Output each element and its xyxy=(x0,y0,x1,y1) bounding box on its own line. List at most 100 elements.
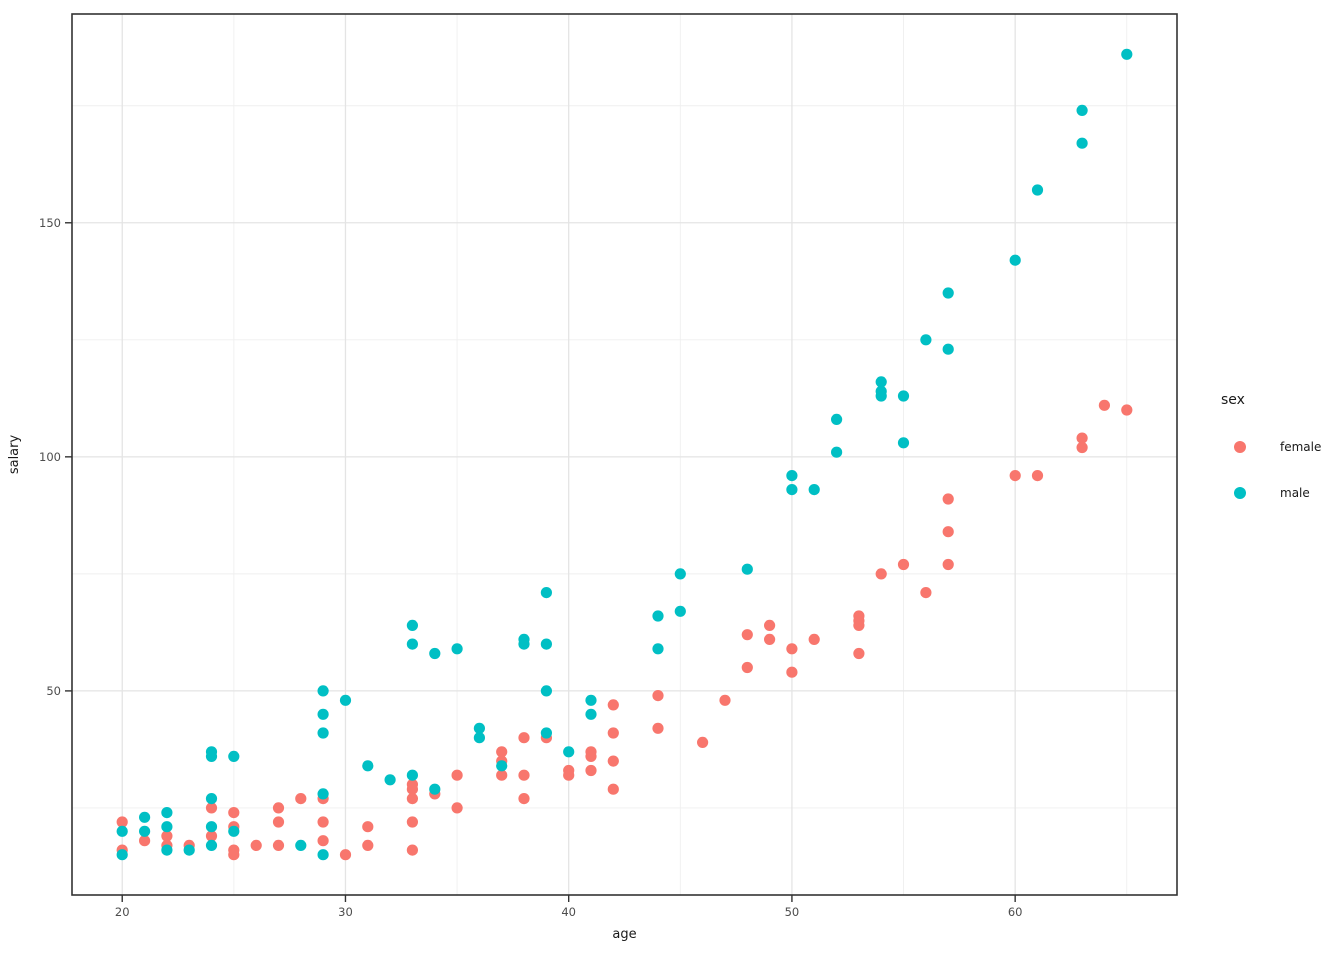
data-point-female xyxy=(719,694,731,706)
data-point-male xyxy=(540,587,553,599)
data-point-female xyxy=(518,769,530,781)
data-point-female xyxy=(406,816,418,828)
data-point-male xyxy=(473,722,485,734)
data-point-female xyxy=(741,629,753,641)
data-point-male xyxy=(540,638,553,650)
data-point-female xyxy=(607,699,619,711)
data-point-female xyxy=(652,690,664,702)
data-point-male xyxy=(384,774,396,786)
data-point-female xyxy=(295,793,307,805)
data-point-female xyxy=(697,736,709,749)
data-point-male xyxy=(205,793,218,805)
data-point-female xyxy=(942,558,954,571)
data-point-male xyxy=(1009,254,1021,266)
data-point-female xyxy=(228,807,240,819)
data-point-female xyxy=(406,793,418,805)
data-point-male xyxy=(831,413,843,425)
data-point-female xyxy=(518,793,530,805)
y-tick-label: 50 xyxy=(46,684,61,698)
data-point-male xyxy=(897,437,910,449)
data-point-male xyxy=(741,563,753,575)
data-point-female xyxy=(786,643,798,655)
data-point-male xyxy=(518,638,530,650)
x-tick-label: 50 xyxy=(785,905,800,919)
data-point-male xyxy=(362,760,374,772)
data-point-female xyxy=(161,830,173,842)
data-point-female xyxy=(1076,441,1088,454)
data-point-female xyxy=(607,755,619,767)
data-point-female xyxy=(451,802,463,814)
data-point-male xyxy=(139,811,151,823)
data-point-male xyxy=(116,849,128,861)
data-point-male xyxy=(540,727,553,739)
data-point-male xyxy=(205,750,218,763)
data-point-male xyxy=(652,610,664,622)
data-point-female xyxy=(272,816,285,828)
data-point-male xyxy=(585,708,597,720)
data-point-female xyxy=(808,633,820,646)
data-point-female xyxy=(139,835,151,847)
data-point-male xyxy=(161,844,173,856)
data-point-female xyxy=(362,839,374,852)
data-point-male xyxy=(406,619,418,632)
data-point-male xyxy=(183,844,195,856)
data-point-male xyxy=(1031,184,1044,196)
data-point-male xyxy=(406,769,418,781)
data-point-male xyxy=(674,568,686,580)
data-point-male xyxy=(228,825,240,837)
data-point-male xyxy=(205,839,218,852)
data-point-female xyxy=(496,746,508,758)
data-point-male xyxy=(786,484,798,496)
data-point-female xyxy=(451,769,463,781)
data-point-male xyxy=(1076,137,1088,149)
data-point-female xyxy=(853,619,865,632)
data-point-female xyxy=(652,722,664,734)
data-point-male xyxy=(942,343,954,355)
legend-label-male: male xyxy=(1280,486,1310,500)
data-point-male xyxy=(317,685,329,697)
x-axis-title: age xyxy=(612,927,636,942)
legend-item-female: female xyxy=(1208,440,1321,454)
data-point-male xyxy=(161,821,173,833)
data-point-female xyxy=(875,568,887,580)
data-point-female xyxy=(205,802,218,814)
data-point-female xyxy=(942,526,954,538)
data-point-male xyxy=(161,807,173,819)
data-point-female xyxy=(585,764,597,777)
data-point-male xyxy=(585,694,597,706)
data-point-female xyxy=(585,750,597,763)
data-point-male xyxy=(1076,104,1088,116)
legend-item-male: male xyxy=(1208,486,1310,500)
data-point-female xyxy=(518,732,530,744)
data-point-male xyxy=(317,727,329,739)
data-point-female xyxy=(406,783,418,795)
data-point-male xyxy=(473,732,485,744)
data-point-male xyxy=(317,788,329,800)
y-tick-label: 100 xyxy=(39,450,61,464)
data-point-female xyxy=(1009,470,1021,482)
data-point-female xyxy=(205,830,218,842)
data-point-male xyxy=(205,821,218,833)
data-point-male xyxy=(339,694,352,706)
data-point-male xyxy=(674,605,686,617)
data-point-female xyxy=(496,769,508,781)
data-point-male xyxy=(496,760,508,772)
data-point-male xyxy=(808,484,820,496)
data-point-female xyxy=(339,849,352,861)
data-point-female xyxy=(563,769,575,781)
data-point-female xyxy=(607,727,619,739)
data-point-female xyxy=(741,661,753,674)
y-tick-label: 150 xyxy=(39,216,61,230)
data-point-male xyxy=(875,376,887,388)
data-point-female xyxy=(317,816,329,828)
data-point-male xyxy=(295,839,307,852)
data-point-male xyxy=(1121,48,1133,60)
data-point-female xyxy=(228,849,240,861)
data-point-female xyxy=(942,493,954,505)
data-point-female xyxy=(1098,399,1110,411)
data-point-male xyxy=(228,750,240,763)
x-tick-label: 30 xyxy=(338,905,353,919)
data-point-male xyxy=(920,334,932,346)
